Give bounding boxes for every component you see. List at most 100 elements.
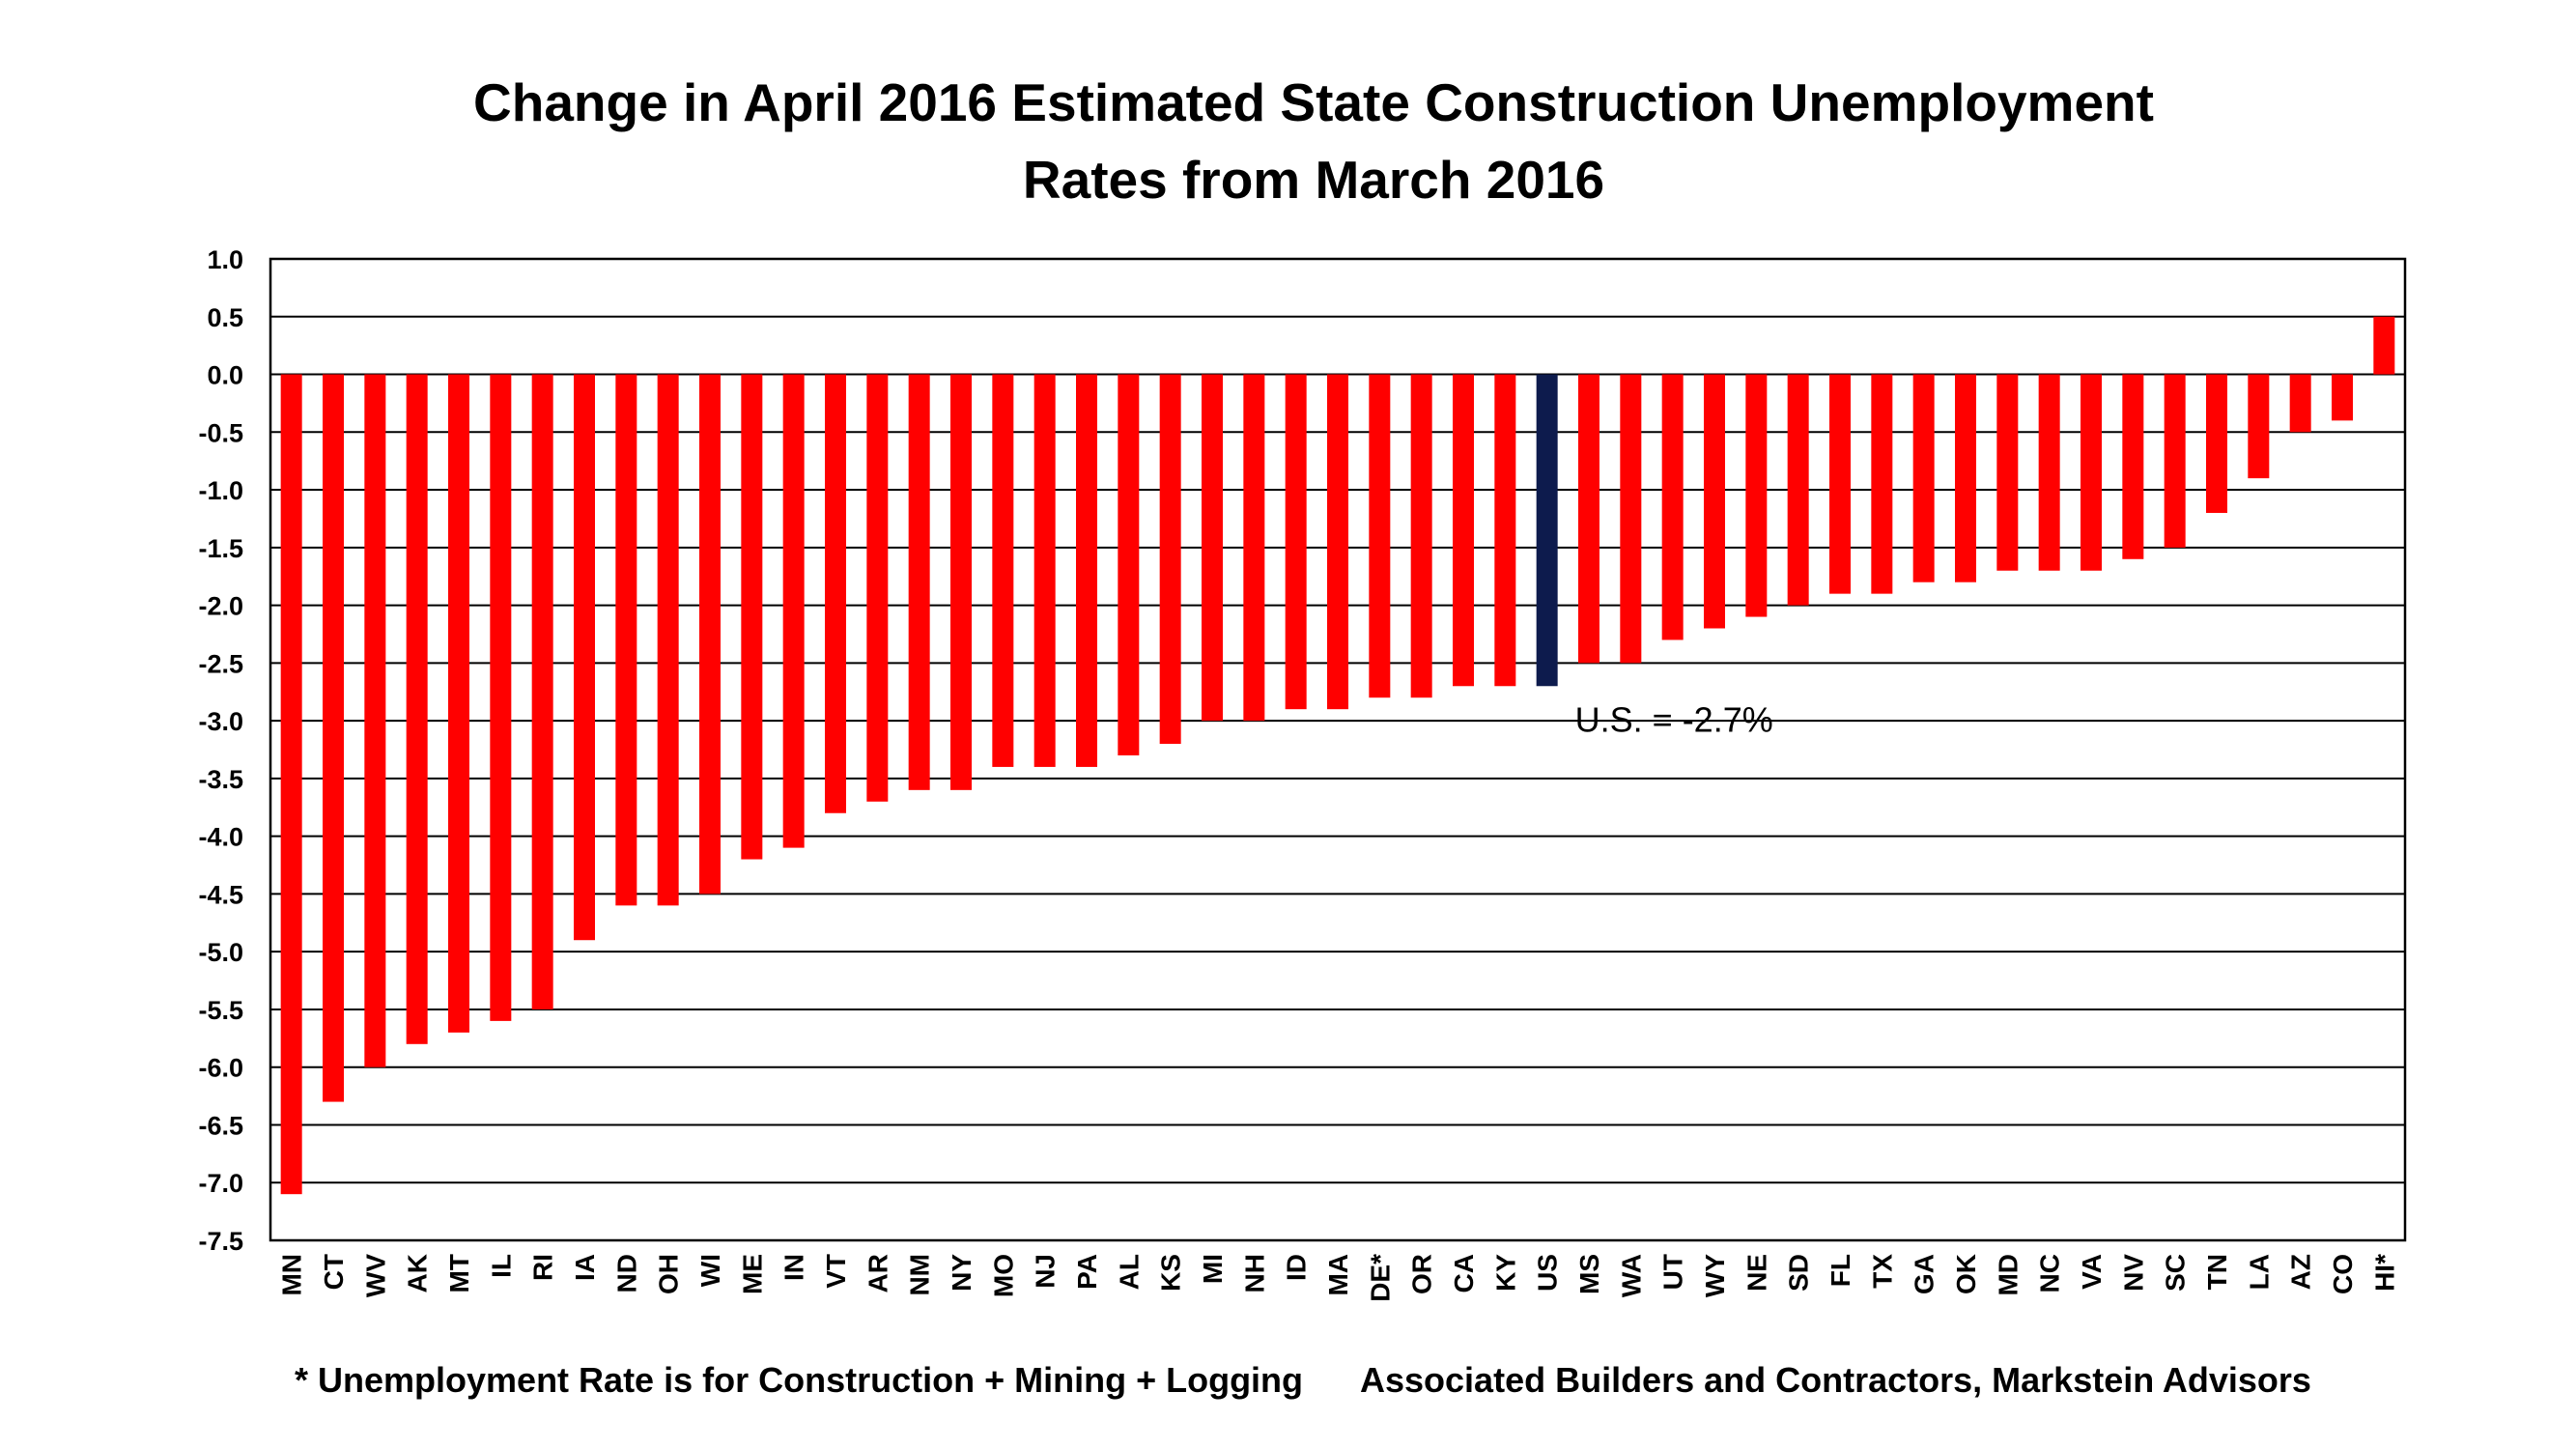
x-tick-label: VT bbox=[821, 1254, 851, 1289]
bar-vt bbox=[825, 374, 846, 813]
bar-az bbox=[2289, 374, 2311, 433]
bar-sc bbox=[2164, 374, 2186, 548]
x-tick-label: RI bbox=[528, 1254, 558, 1281]
y-tick-label: -5.5 bbox=[198, 996, 243, 1025]
x-tick-label: IA bbox=[570, 1254, 600, 1281]
y-tick-label: 1.0 bbox=[207, 245, 243, 274]
x-tick-label: AL bbox=[1114, 1254, 1144, 1290]
x-tick-label: MD bbox=[1993, 1254, 2023, 1296]
plot-area-frame bbox=[269, 257, 2407, 1242]
bar-nv bbox=[2122, 374, 2144, 559]
x-tick-label: IN bbox=[779, 1254, 809, 1281]
bar-ut bbox=[1661, 374, 1684, 640]
bar-or bbox=[1410, 374, 1432, 698]
footnote: * Unemployment Rate is for Construction … bbox=[295, 1360, 1304, 1400]
y-tick-label: 0.0 bbox=[207, 361, 243, 390]
y-tick-label: -6.0 bbox=[198, 1054, 243, 1083]
bar-fl bbox=[1829, 374, 1851, 594]
y-tick-label: -7.0 bbox=[198, 1169, 243, 1198]
x-tick-label: PA bbox=[1072, 1254, 1102, 1290]
x-tick-label: NV bbox=[2118, 1254, 2148, 1292]
x-tick-label: MO bbox=[988, 1254, 1018, 1297]
us-annotation-label: U.S. = -2.7% bbox=[1575, 699, 1773, 739]
bar-oh bbox=[657, 374, 679, 906]
x-tick-label: MA bbox=[1323, 1254, 1353, 1296]
bar-ri bbox=[531, 374, 553, 1009]
bar-ak bbox=[406, 374, 428, 1044]
bar-ks bbox=[1159, 374, 1181, 745]
x-tick-label: OH bbox=[654, 1254, 684, 1294]
bar-mi bbox=[1202, 374, 1223, 722]
y-tick-label: -2.0 bbox=[198, 592, 243, 621]
y-tick-label: -4.0 bbox=[198, 823, 243, 852]
x-axis-tick-labels: MN CT WV AK MT IL RI IA ND OH WI ME IN VT AR NM NY MO NJ PA… bbox=[277, 1254, 2400, 1302]
y-tick-label: -5.0 bbox=[198, 938, 243, 967]
x-tick-label: KY bbox=[1490, 1254, 1520, 1292]
x-tick-label: SD bbox=[1784, 1254, 1814, 1292]
bar-al bbox=[1118, 374, 1140, 755]
y-tick-label: -2.5 bbox=[198, 649, 243, 678]
bar-sd bbox=[1787, 374, 1809, 606]
bar-va bbox=[2081, 374, 2102, 571]
bar-ny bbox=[950, 374, 972, 790]
bar-la bbox=[2248, 374, 2270, 479]
x-tick-label: CT bbox=[319, 1254, 349, 1290]
bar-nj bbox=[1033, 374, 1056, 767]
bar-co bbox=[2332, 374, 2353, 421]
bar-hi bbox=[2373, 316, 2395, 375]
bar-md bbox=[1996, 374, 2019, 571]
x-tick-label: NH bbox=[1239, 1254, 1269, 1293]
y-tick-label: -4.5 bbox=[198, 880, 243, 909]
bar-nc bbox=[2038, 374, 2060, 571]
y-tick-label: -6.5 bbox=[198, 1111, 243, 1140]
bar-in bbox=[782, 374, 805, 848]
x-tick-label: TX bbox=[1867, 1254, 1897, 1289]
bar-pa bbox=[1076, 374, 1097, 767]
bar-mt bbox=[448, 374, 469, 1033]
x-tick-label: NM bbox=[905, 1254, 935, 1296]
source-credit: Associated Builders and Contractors, Mar… bbox=[1360, 1360, 2311, 1400]
x-tick-label: WA bbox=[1616, 1254, 1646, 1297]
bar-ms bbox=[1578, 374, 1599, 664]
y-tick-label: -7.5 bbox=[198, 1227, 243, 1256]
bar-ok bbox=[1955, 374, 1976, 582]
chart-title-line-2: Rates from March 2016 bbox=[1022, 150, 1605, 210]
x-tick-label: IL bbox=[486, 1254, 516, 1278]
y-tick-label: -3.0 bbox=[198, 707, 243, 736]
bar-wi bbox=[699, 374, 721, 895]
x-tick-label: UT bbox=[1658, 1254, 1688, 1290]
y-tick-label: -1.5 bbox=[198, 534, 243, 563]
x-tick-label: NJ bbox=[1031, 1254, 1061, 1289]
bar-wy bbox=[1704, 374, 1725, 629]
y-tick-label: -1.0 bbox=[198, 476, 243, 505]
chart-title: Change in April 2016 Estimated State Con… bbox=[0, 64, 2576, 218]
x-tick-label: MI bbox=[1198, 1254, 1228, 1284]
x-tick-label: CO bbox=[2328, 1254, 2358, 1294]
x-tick-label: FL bbox=[1826, 1254, 1855, 1287]
bar-id bbox=[1285, 374, 1307, 710]
bars bbox=[280, 316, 2395, 1195]
bar-me bbox=[741, 374, 763, 860]
x-tick-label: VA bbox=[2077, 1254, 2107, 1290]
bar-ne bbox=[1745, 374, 1768, 617]
x-tick-label: WY bbox=[1700, 1254, 1730, 1297]
bar-mn bbox=[280, 374, 302, 1195]
bar-ma bbox=[1327, 374, 1348, 710]
x-tick-label: AZ bbox=[2286, 1254, 2316, 1290]
x-tick-label: NY bbox=[947, 1254, 977, 1292]
bar-ia bbox=[574, 374, 595, 941]
bar-nd bbox=[615, 374, 637, 906]
bar-wv bbox=[364, 374, 386, 1067]
y-tick-label: 0.5 bbox=[207, 303, 243, 332]
y-axis-tick-labels: 1.0 0.5 0.0 -0.5 -1.0 -1.5 -2.0 -2.5 -3.0 -3.5 -4.… bbox=[198, 245, 243, 1256]
y-tick-label: -3.5 bbox=[198, 765, 243, 794]
x-tick-label: CA bbox=[1449, 1254, 1479, 1293]
bar-nm bbox=[908, 374, 930, 790]
bar-nh bbox=[1243, 374, 1265, 722]
bar-tn bbox=[2206, 374, 2227, 513]
x-tick-label: MT bbox=[444, 1254, 474, 1293]
x-tick-label: US bbox=[1533, 1254, 1563, 1292]
x-tick-label: LA bbox=[2244, 1254, 2274, 1290]
x-tick-label: ME bbox=[737, 1254, 767, 1294]
